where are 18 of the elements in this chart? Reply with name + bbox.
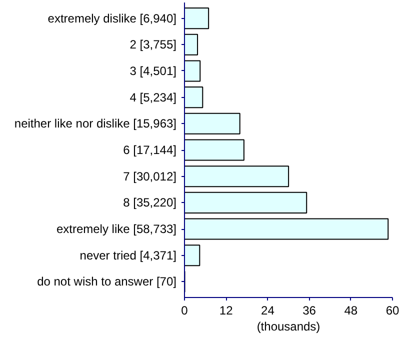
y-tick-label: 7 [30,012]: [123, 169, 177, 184]
x-tick-label: 0: [181, 304, 188, 318]
x-axis-title: (thousands): [256, 320, 320, 334]
y-tick-label: never tried [4,371]: [80, 248, 177, 262]
x-tick-label: 12: [219, 304, 234, 318]
x-tick-label: 48: [344, 304, 358, 318]
x-tick-label: 36: [302, 304, 316, 318]
y-tick-label: 6 [17,144]: [123, 143, 177, 157]
y-tick-label: do not wish to answer [70]: [37, 274, 177, 289]
y-tick-label: extremely like [58,733]: [56, 222, 177, 236]
y-tick-label: extremely dislike [6,940]: [48, 11, 177, 26]
y-tick-label: 4 [5,234]: [130, 90, 177, 104]
y-tick-label: 8 [35,220]: [123, 196, 177, 210]
y-tick-label: neither like nor dislike [15,963]: [14, 116, 176, 131]
y-tick-label: 2 [3,755]: [130, 38, 177, 52]
x-tick-label: 24: [261, 304, 275, 318]
x-tick-label: 60: [386, 304, 400, 318]
y-tick-label: 3 [4,501]: [130, 64, 177, 78]
